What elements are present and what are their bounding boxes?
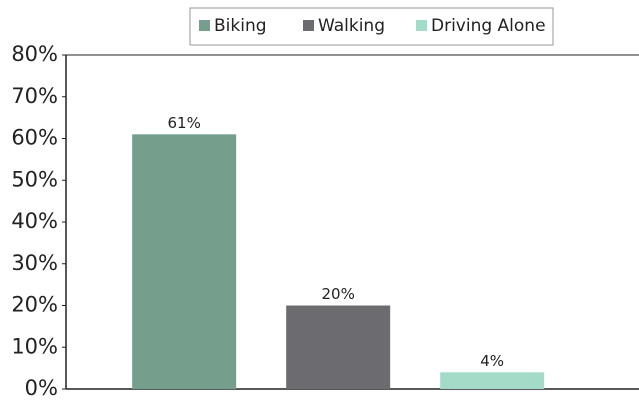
y-tick-label: 80%: [11, 42, 58, 66]
y-tick-label: 50%: [11, 167, 58, 191]
legend-swatch: [199, 20, 210, 31]
legend-label: Walking: [318, 16, 385, 36]
legend-label: Biking: [214, 16, 267, 36]
value-label: 61%: [168, 114, 201, 132]
y-tick-label: 30%: [11, 251, 58, 275]
y-tick-label: 20%: [11, 293, 58, 317]
legend-box: [189, 7, 554, 46]
y-tick-label: 0%: [25, 376, 58, 400]
value-label: 20%: [322, 285, 355, 303]
y-tick-label: 40%: [11, 209, 58, 233]
bar: [440, 372, 545, 389]
legend-swatch: [416, 20, 427, 31]
y-tick-label: 70%: [11, 84, 58, 108]
value-label: 4%: [480, 352, 504, 370]
legend-label: Driving Alone: [431, 16, 546, 36]
bar: [132, 134, 237, 389]
y-tick-label: 60%: [11, 126, 58, 150]
legend-swatch: [303, 20, 314, 31]
bar: [286, 305, 391, 389]
y-tick-label: 10%: [11, 334, 58, 358]
